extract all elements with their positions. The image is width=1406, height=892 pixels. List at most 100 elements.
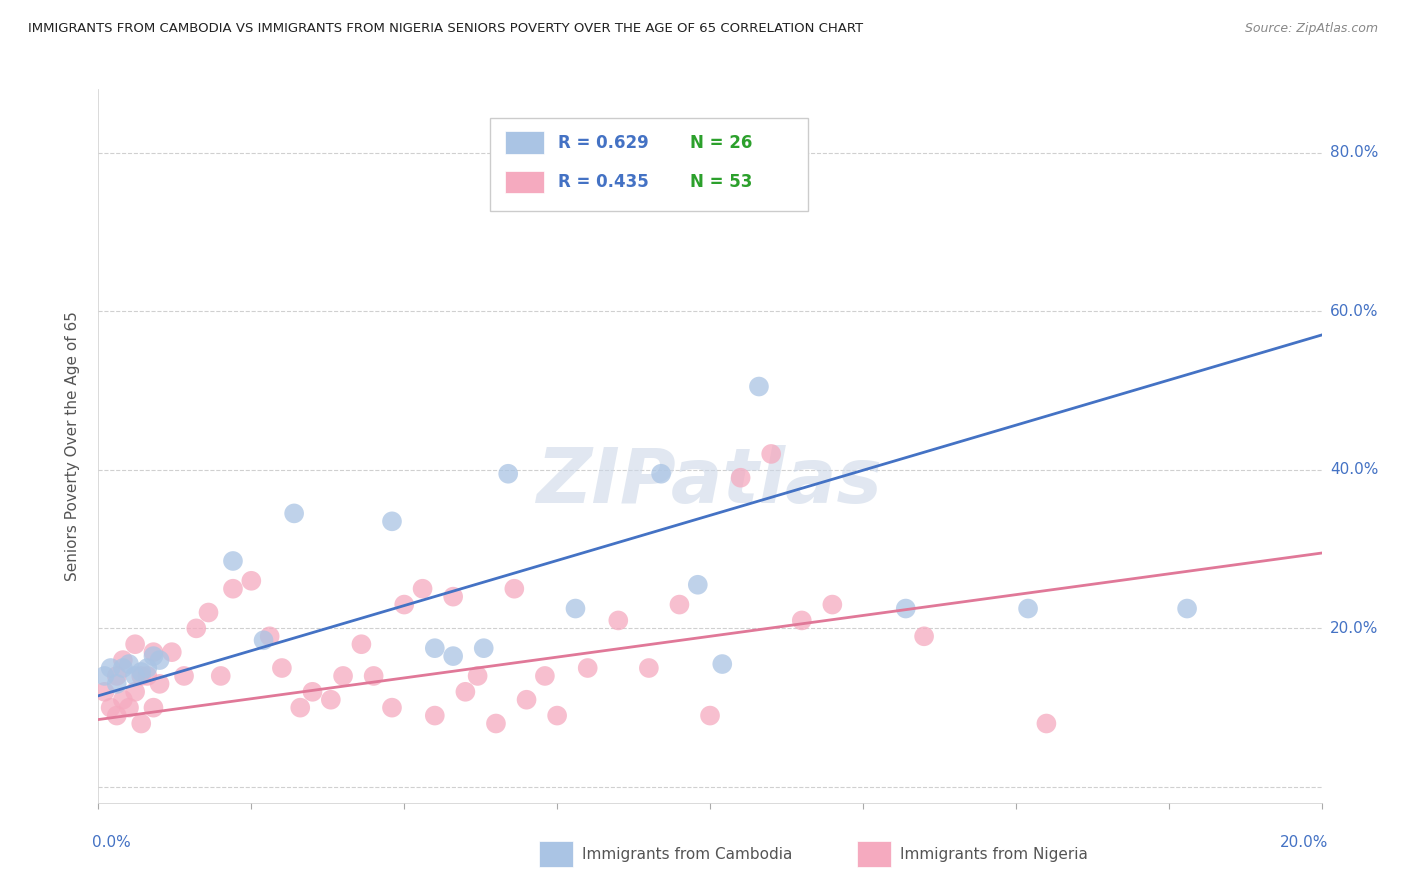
Point [332, 669, 354, 683]
Point [821, 598, 844, 612]
Point [173, 669, 195, 683]
Point [142, 700, 165, 714]
Point [111, 661, 134, 675]
Text: R = 0.435: R = 0.435 [558, 173, 650, 191]
Point [381, 514, 404, 528]
Point [467, 669, 489, 683]
Point [546, 708, 568, 723]
Point [496, 467, 519, 481]
Point [894, 601, 917, 615]
Point [118, 700, 141, 714]
Point [381, 700, 404, 714]
Point [93, 669, 115, 683]
Point [270, 661, 292, 675]
Point [748, 379, 770, 393]
Point [105, 677, 128, 691]
Point [730, 471, 752, 485]
Text: 20.0%: 20.0% [1330, 621, 1378, 636]
Point [412, 582, 434, 596]
Point [124, 669, 146, 683]
Point [105, 669, 128, 683]
Point [686, 578, 709, 592]
Point [259, 629, 281, 643]
Point [1017, 601, 1039, 615]
Point [290, 700, 312, 714]
Point [93, 685, 115, 699]
Point [516, 692, 538, 706]
Text: Immigrants from Nigeria: Immigrants from Nigeria [900, 847, 1087, 862]
Point [350, 637, 373, 651]
Point [564, 601, 586, 615]
Point [576, 661, 599, 675]
Point [441, 649, 464, 664]
Point [790, 614, 813, 628]
Point [129, 665, 152, 679]
Text: 20.0%: 20.0% [1279, 835, 1327, 849]
Point [637, 661, 661, 675]
Point [607, 614, 630, 628]
Point [209, 669, 232, 683]
Point [136, 669, 159, 683]
Point [650, 467, 672, 481]
Point [485, 716, 508, 731]
Point [699, 708, 721, 723]
Point [111, 653, 134, 667]
Point [668, 598, 690, 612]
Text: ZIPatlas: ZIPatlas [537, 445, 883, 518]
Point [100, 661, 122, 675]
Point [912, 629, 935, 643]
Point [472, 641, 495, 656]
Point [534, 669, 557, 683]
Point [423, 641, 446, 656]
Point [1035, 716, 1057, 731]
Point [222, 554, 245, 568]
Point [142, 645, 165, 659]
Point [118, 657, 141, 671]
Point [503, 582, 526, 596]
Point [454, 685, 477, 699]
Bar [505, 170, 544, 194]
Point [392, 598, 416, 612]
Point [711, 657, 734, 671]
Point [363, 669, 385, 683]
Text: 40.0%: 40.0% [1330, 462, 1378, 477]
Text: 0.0%: 0.0% [93, 835, 131, 849]
Point [105, 708, 128, 723]
Point [124, 637, 146, 651]
Point [283, 507, 305, 521]
Point [136, 661, 159, 675]
Point [142, 649, 165, 664]
Point [186, 621, 208, 635]
Point [124, 685, 146, 699]
Bar [538, 841, 574, 867]
Point [222, 582, 245, 596]
Point [759, 447, 782, 461]
Bar [856, 841, 891, 867]
Text: 80.0%: 80.0% [1330, 145, 1378, 161]
Text: Immigrants from Cambodia: Immigrants from Cambodia [582, 847, 792, 862]
Point [441, 590, 464, 604]
Bar [505, 131, 544, 154]
Point [319, 692, 342, 706]
Point [301, 685, 323, 699]
Point [129, 669, 152, 683]
Point [252, 633, 274, 648]
Point [1175, 601, 1198, 615]
Y-axis label: Seniors Poverty Over the Age of 65: Seniors Poverty Over the Age of 65 [65, 311, 80, 581]
Point [197, 606, 219, 620]
Point [160, 645, 183, 659]
Point [149, 653, 172, 667]
Point [149, 677, 172, 691]
FancyBboxPatch shape [489, 118, 808, 211]
Point [111, 692, 134, 706]
Point [100, 700, 122, 714]
Text: N = 53: N = 53 [690, 173, 752, 191]
Text: N = 26: N = 26 [690, 134, 752, 152]
Text: Source: ZipAtlas.com: Source: ZipAtlas.com [1244, 22, 1378, 36]
Text: 60.0%: 60.0% [1330, 303, 1378, 318]
Point [129, 716, 152, 731]
Point [240, 574, 263, 588]
Point [423, 708, 446, 723]
Text: IMMIGRANTS FROM CAMBODIA VS IMMIGRANTS FROM NIGERIA SENIORS POVERTY OVER THE AGE: IMMIGRANTS FROM CAMBODIA VS IMMIGRANTS F… [28, 22, 863, 36]
Text: R = 0.629: R = 0.629 [558, 134, 650, 152]
